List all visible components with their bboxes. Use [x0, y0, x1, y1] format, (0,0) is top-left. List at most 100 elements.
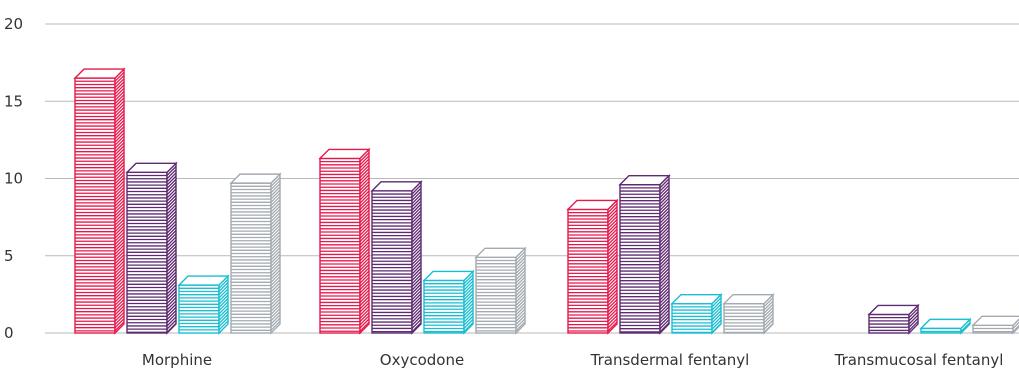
bar-stripe	[179, 310, 229, 321]
bar-stripe	[127, 172, 177, 183]
y-tick-label: 15	[4, 92, 23, 110]
bar-stripe	[568, 311, 618, 323]
bar-stripe	[372, 303, 422, 314]
bar-stripe	[75, 161, 125, 172]
bar-stripe	[127, 255, 177, 266]
bar-stripe	[75, 215, 125, 226]
bar-stripe	[372, 216, 422, 227]
bar-stripe	[127, 223, 177, 234]
bar-stripe	[127, 194, 177, 205]
bar-stripe	[127, 313, 177, 324]
bar-stripe	[75, 75, 125, 86]
bar-stripe	[476, 276, 526, 287]
bar-stripe	[75, 222, 125, 233]
bar-stripe	[231, 295, 281, 306]
bar-top	[971, 315, 1019, 326]
bar-stripe	[179, 282, 229, 293]
bar-stripe	[372, 290, 422, 301]
bar-stripe	[231, 202, 281, 213]
bar-stripe	[568, 315, 618, 326]
bar-stripe	[179, 278, 229, 289]
bar-stripe	[320, 152, 370, 163]
bar-stripe	[620, 277, 670, 288]
y-tick-label: 5	[4, 247, 14, 265]
bar-stripe	[568, 251, 618, 262]
bar-stripe	[568, 225, 618, 236]
bar-stripe	[75, 219, 125, 230]
bar-stripe	[372, 251, 422, 262]
bar-stripe	[127, 233, 177, 244]
bar-stripe	[620, 213, 670, 224]
bar-stripe	[75, 129, 125, 140]
bar-top	[177, 275, 230, 286]
bar-stripe	[424, 306, 474, 317]
bar-stripe	[231, 228, 281, 239]
bar-stripe	[75, 126, 125, 137]
bar-stripe	[424, 299, 474, 310]
bar-stripe	[75, 139, 125, 150]
bar-stripe	[620, 181, 670, 192]
bar-stripe	[127, 278, 177, 289]
bar-stripe	[320, 299, 370, 310]
bar-stripe	[127, 265, 177, 276]
bar-stripe	[75, 190, 125, 201]
labels-layer: 0 5 10 15 20 Morphine Oxycodone Transdermal fen…	[4, 15, 1003, 369]
bar-stripe	[672, 306, 722, 318]
bar-stripe	[424, 293, 474, 304]
bar-stripe	[75, 315, 125, 326]
bar-stripe	[231, 231, 281, 242]
bar-stripe	[672, 322, 722, 334]
bar-stripe	[179, 314, 229, 325]
bar-stripe	[372, 315, 422, 326]
bar-stripe	[869, 314, 919, 325]
bar-stripe	[320, 292, 370, 304]
bar-stripe	[127, 185, 177, 196]
bar-stripe	[231, 215, 281, 226]
bar-stripe	[372, 191, 422, 202]
bar-stripe	[372, 319, 422, 330]
bar-stripe	[424, 322, 474, 333]
bar-stripe	[75, 164, 125, 175]
bar-stripe	[424, 315, 474, 326]
bar-stripe	[372, 229, 422, 240]
bar-stripe	[127, 207, 177, 218]
bar-stripe	[75, 100, 125, 111]
bar-stripe	[620, 184, 670, 195]
bar-transdermal-fentanyl-series-1	[566, 198, 619, 335]
bar-stripe	[620, 223, 670, 234]
bar-stripe	[620, 239, 670, 250]
bar-top	[670, 293, 723, 305]
bar-stripe	[75, 119, 125, 130]
bar-stripe	[320, 164, 370, 176]
bar-stripe	[372, 203, 422, 214]
bar-stripe	[568, 231, 618, 243]
bar-stripe	[372, 242, 422, 253]
bar-stripe	[75, 196, 125, 207]
bar-stripe	[127, 214, 177, 225]
y-tick-label: 20	[4, 15, 23, 33]
bar-stripe	[231, 237, 281, 248]
bar-stripe	[568, 279, 618, 291]
bar-stripe	[231, 263, 281, 274]
bar-stripe	[231, 180, 281, 191]
bar-stripe	[231, 250, 281, 261]
bar-stripe	[724, 297, 774, 308]
bar-stripe	[320, 203, 370, 214]
bar-stripe	[476, 311, 526, 322]
bar-stripe	[320, 296, 370, 307]
bar-stripe	[75, 260, 125, 271]
bar-stripe	[869, 317, 919, 328]
bar-stripe	[127, 191, 177, 202]
bar-stripe	[179, 285, 229, 296]
bar-stripe	[476, 257, 526, 268]
bar-stripe	[869, 321, 919, 332]
bar-stripe	[75, 193, 125, 204]
bar-stripe	[75, 174, 125, 185]
bar-stripe	[179, 294, 229, 305]
bar-stripe	[372, 248, 422, 259]
bar-stripe	[75, 103, 125, 114]
bar-stripe	[127, 178, 177, 189]
bar-stripe	[424, 290, 474, 301]
bar-stripe	[75, 87, 125, 98]
bar-top	[125, 162, 178, 174]
